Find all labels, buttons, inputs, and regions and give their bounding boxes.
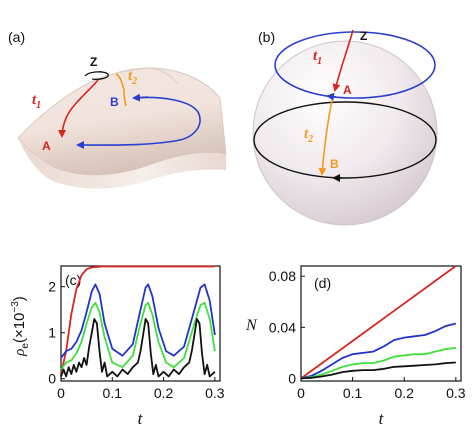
- chart-c-series: [60, 265, 216, 378]
- chart-c-ylabel: ρe(×10−3): [10, 296, 31, 357]
- chart-c-xtick-label: 0.2: [154, 385, 174, 401]
- chart-c-series-line-2: [60, 301, 216, 371]
- chart-c-ytick-label: 1: [48, 325, 56, 341]
- t1-path-a: [58, 79, 99, 138]
- chart-d: (d) 0 0.1 0.2 0.3 0 0.04 0.08 t N: [245, 265, 466, 428]
- chart-d-series-line-1: [300, 322, 457, 380]
- t2-label-b: t2: [304, 126, 313, 145]
- panel-a-label: (a): [8, 29, 25, 45]
- t1-path-b: [332, 29, 354, 92]
- chart-c-xlabel: t: [138, 409, 144, 428]
- upper-circle-arrow: [326, 92, 337, 101]
- chart-d-ylabel: N: [245, 317, 258, 334]
- sphere: [252, 40, 438, 226]
- t2-path-a: [115, 73, 127, 107]
- chart-d-ytick-label: 0.04: [269, 319, 296, 335]
- z-loop: [84, 71, 109, 80]
- chart-d-xtick-label: 0: [297, 385, 305, 401]
- chart-d-yticks: 0 0.04 0.08: [269, 268, 305, 386]
- loop-start-arrow: [132, 93, 149, 102]
- t1-label-a: t1: [32, 92, 41, 111]
- chart-d-xtick-label: 0.1: [343, 385, 363, 401]
- chart-c-series-line-0: [60, 265, 215, 375]
- chart-d-ytick-label: 0.08: [269, 268, 296, 284]
- point-b-b: B: [330, 157, 339, 171]
- chart-c-series-line-3: [60, 318, 216, 378]
- chart-c-xtick-label: 0.1: [103, 385, 123, 401]
- panel-b-label: (b): [258, 29, 275, 45]
- chart-c-ytick-label: 0: [48, 371, 56, 387]
- chart-d-series: [300, 265, 457, 380]
- chart-c-yticks: 0 1 2: [48, 279, 65, 387]
- chart-c-series-line-1: [60, 283, 216, 359]
- chart-c-label: (c): [65, 272, 81, 288]
- point-a-a: A: [42, 139, 51, 153]
- t2-path-b: [318, 99, 333, 176]
- chart-c-xtick-label: 0.3: [205, 385, 225, 401]
- chart-d-xlabel: t: [379, 409, 385, 428]
- point-z-a: Z: [90, 55, 97, 69]
- loop-path-a: [76, 96, 201, 150]
- chart-d-xtick-label: 0.2: [394, 385, 414, 401]
- chart-d-series-line-3: [300, 361, 456, 380]
- chart-d-series-line-2: [300, 346, 456, 380]
- chart-d-frame: [300, 265, 462, 382]
- panel-a: (a) Z t1 t2 B A: [8, 29, 227, 189]
- point-b-a: B: [110, 95, 119, 109]
- chart-c-ytick-label: 2: [48, 279, 56, 295]
- point-a-b: A: [343, 83, 352, 97]
- chart-d-label: (d): [314, 275, 331, 291]
- chart-c: (c) 0 0.1 0.2 0.3 0 1 2 t ρe(×10−3): [10, 265, 225, 428]
- chart-c-xtick-label: 0: [57, 385, 65, 401]
- t1-label-b: t1: [313, 48, 322, 67]
- upper-circle: [274, 31, 436, 99]
- equator-back: [253, 101, 437, 179]
- chart-d-ytick-label: 0: [288, 370, 296, 386]
- point-z-b: Z: [360, 29, 367, 43]
- panel-b: (b) Z t1 A t2 B: [252, 29, 438, 226]
- chart-d-series-line-0: [300, 265, 457, 380]
- chart-d-xtick-label: 0.3: [446, 385, 466, 401]
- chart-d-xticks: 0 0.1 0.2 0.3: [297, 377, 466, 401]
- surface-front: [18, 138, 226, 189]
- surface-ridge: [99, 67, 179, 85]
- chart-c-xticks: 0 0.1 0.2 0.3: [57, 377, 225, 401]
- t2-label-a: t2: [128, 68, 137, 87]
